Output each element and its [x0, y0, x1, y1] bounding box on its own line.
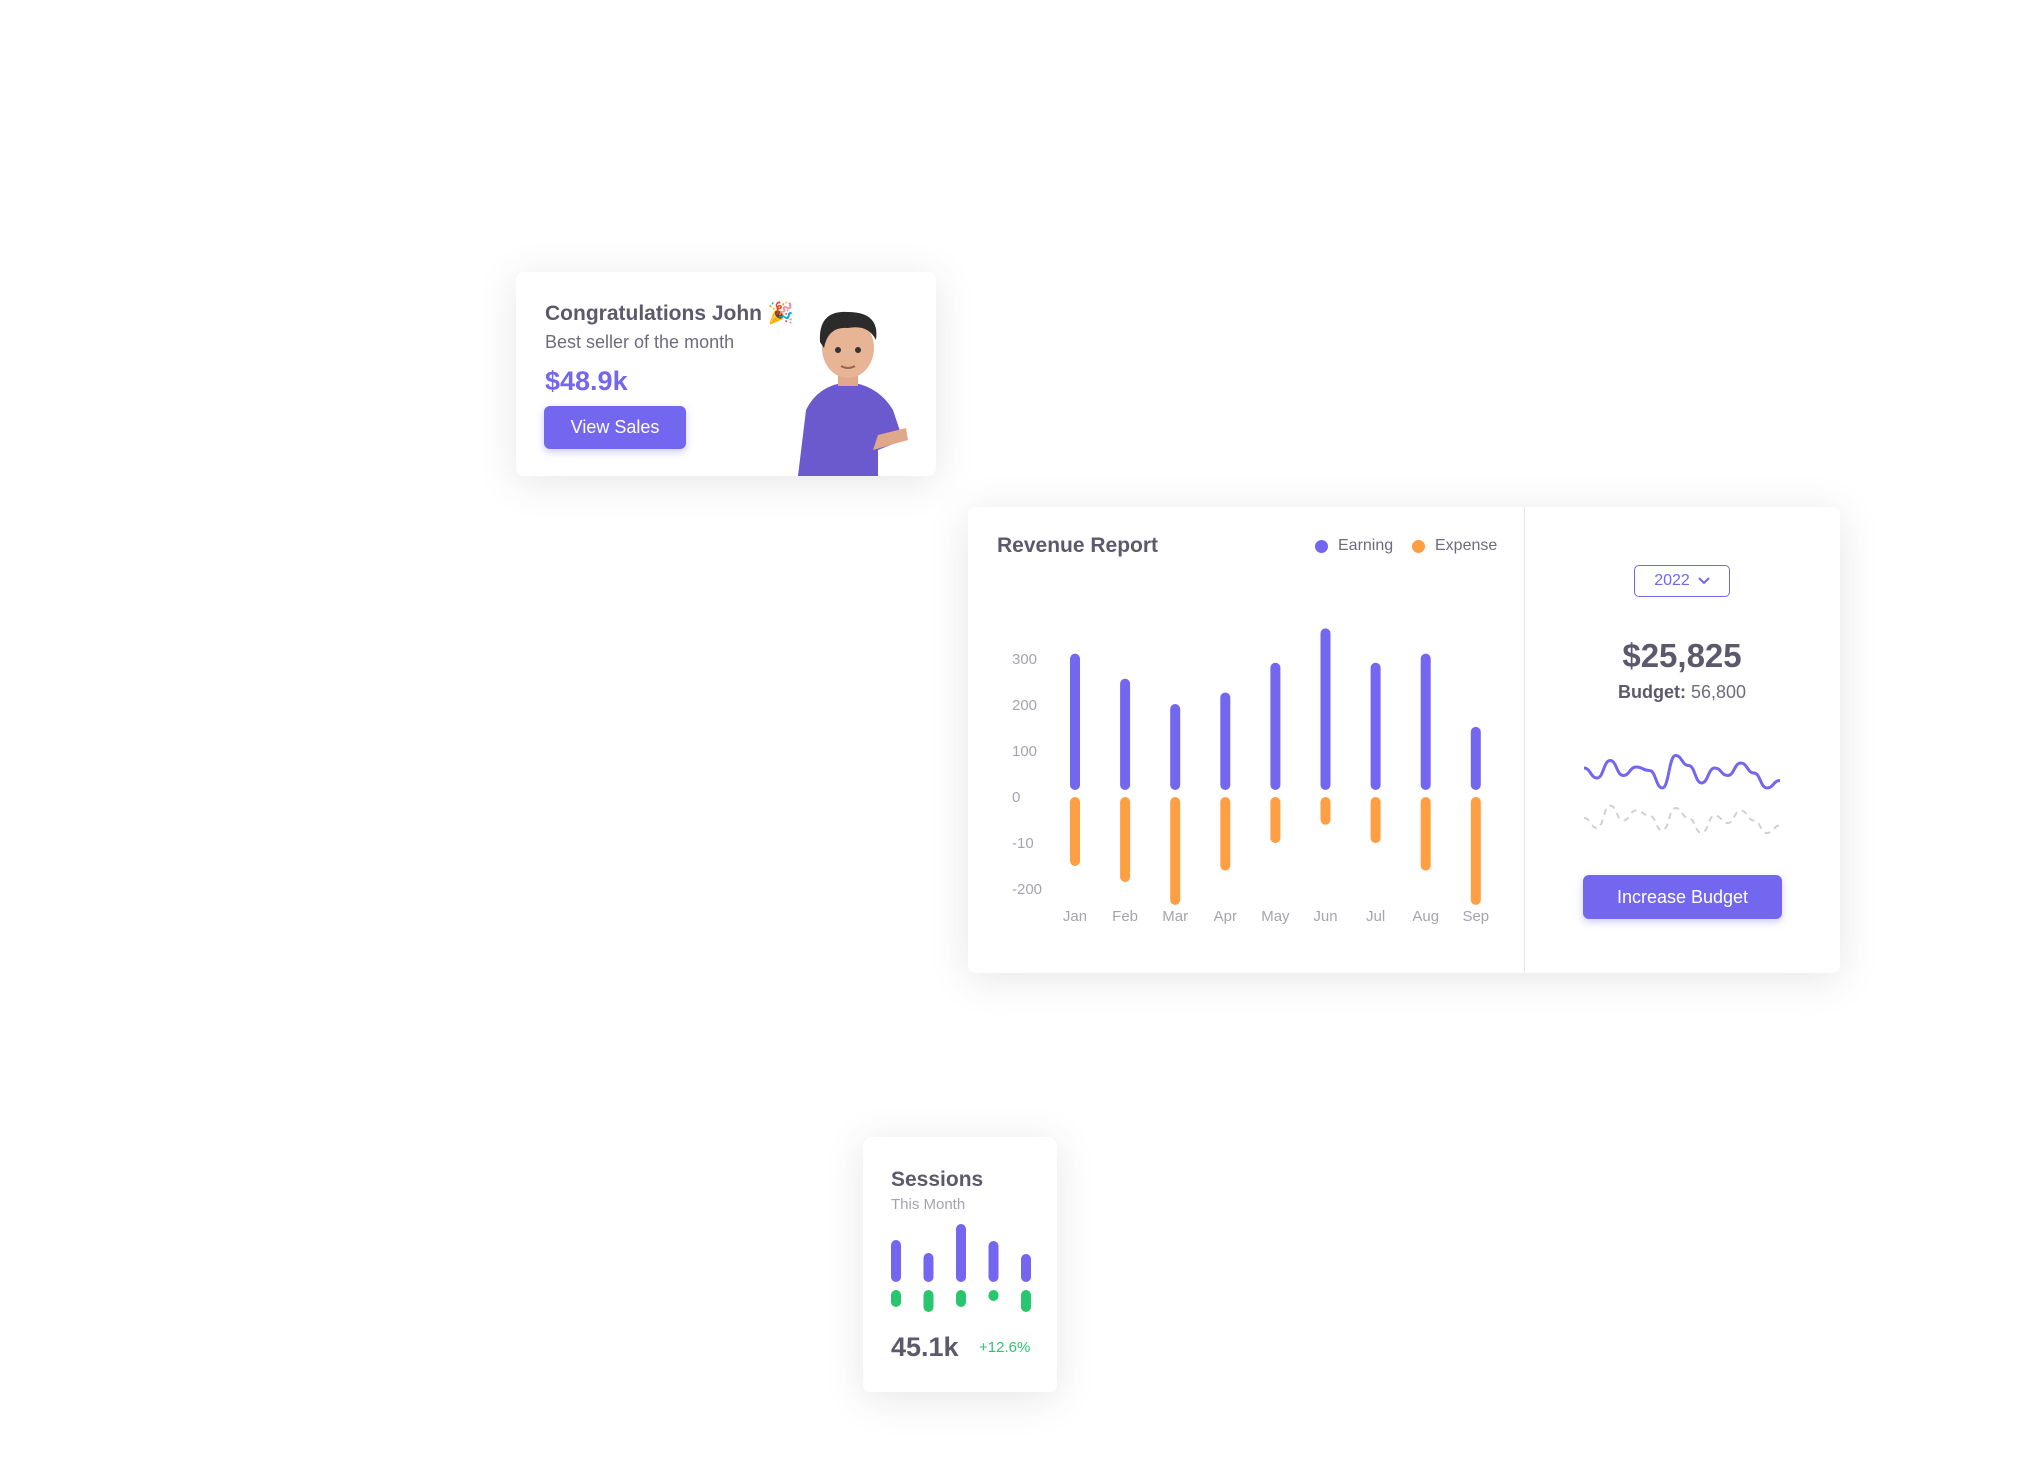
budget-sparkline [1583, 753, 1781, 835]
budget-text: Budget: 56,800 [1524, 682, 1840, 703]
party-popper-icon: 🎉 [767, 302, 794, 325]
legend-expense-label: Expense [1435, 537, 1498, 554]
y-tick-label: 0 [1012, 789, 1020, 806]
increase-budget-button[interactable]: Increase Budget [1583, 875, 1782, 919]
revenue-title: Revenue Report [997, 534, 1159, 557]
avatar-illustration [798, 311, 908, 476]
x-tick-label: May [1261, 908, 1290, 925]
x-tick-label: Sep [1462, 908, 1489, 925]
congratulations-card: Congratulations John 🎉 Best seller of th… [516, 272, 936, 476]
sessions-subtitle: This Month [891, 1196, 966, 1213]
legend-expense: Expense [1412, 537, 1497, 555]
x-tick-label: Jan [1063, 908, 1087, 925]
revenue-chart: 300 200 100 0 -10 -200 Jan Feb Mar Apr May Jun Jul Au… [1012, 628, 1489, 925]
year-value: 2022 [1654, 572, 1690, 589]
year-dropdown[interactable]: 2022 [1634, 565, 1730, 597]
x-tick-label: Mar [1162, 908, 1188, 925]
sessions-card: Sessions This Month 45.1k +12.6% [863, 1137, 1057, 1392]
budget-label: Budget: [1617, 682, 1686, 702]
sessions-value: 45.1k [891, 1332, 959, 1362]
chevron-down-icon [1698, 572, 1710, 590]
earning-dot-icon [1315, 539, 1328, 553]
sparkline-dashed [1583, 804, 1781, 835]
legend-earning-label: Earning [1338, 537, 1394, 554]
y-tick-label: -200 [1012, 881, 1042, 898]
expense-dot-icon [1412, 539, 1425, 553]
sessions-chart [891, 1224, 1031, 1312]
budget-value: 56,800 [1690, 682, 1747, 702]
legend-earning: Earning [1315, 537, 1393, 555]
sparkline-solid [1583, 753, 1781, 790]
view-sales-button[interactable]: View Sales [544, 406, 686, 449]
x-tick-label: Feb [1112, 908, 1138, 925]
sales-amount: $48.9k [545, 366, 628, 396]
revenue-report-card: 300 200 100 0 -10 -200 Jan Feb Mar Apr May Jun Jul Au… [968, 507, 1840, 973]
sessions-change: +12.6% [979, 1339, 1031, 1356]
y-tick-label: 200 [1012, 697, 1037, 714]
revenue-total: $25,825 [1622, 637, 1742, 674]
congrats-subtitle: Best seller of the month [545, 332, 735, 352]
sessions-title: Sessions [891, 1168, 984, 1191]
y-tick-label: 300 [1012, 651, 1037, 668]
x-tick-label: Aug [1412, 908, 1439, 925]
y-tick-label: 100 [1012, 743, 1037, 760]
y-tick-label: -10 [1012, 835, 1034, 852]
x-tick-label: Jul [1366, 908, 1385, 925]
x-tick-label: Apr [1214, 908, 1237, 925]
congrats-title: Congratulations John 🎉 [545, 302, 794, 325]
x-tick-label: Jun [1313, 908, 1337, 925]
divider [1524, 507, 1525, 973]
